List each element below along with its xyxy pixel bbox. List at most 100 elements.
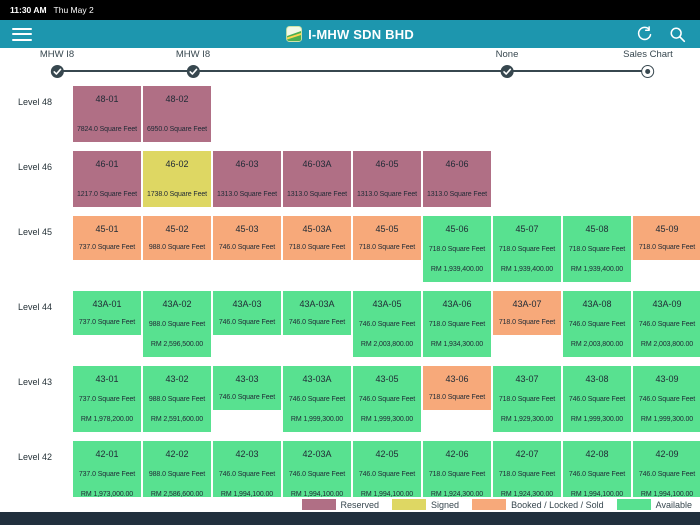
unit-cell-43-03[interactable]: 43-03 746.0 Square Feet [213,366,281,410]
status-bar: 11:30 AM Thu May 2 [0,0,700,20]
unit-cell-46-06[interactable]: 46-06 1313.0 Square Feet [423,151,491,207]
unit-number: 46-05 [375,159,399,169]
unit-cell-42-09[interactable]: 42-09 746.0 Square Feet RM 1,994,100.00 [633,441,700,507]
unit-cell-46-05[interactable]: 46-05 1313.0 Square Feet [353,151,421,207]
level-label: Level 44 [18,302,53,312]
header-actions [635,25,686,43]
unit-area: 1313.0 Square Feet [356,191,418,198]
unit-cell-42-03A[interactable]: 42-03A 746.0 Square Feet RM 1,994,100.00 [283,441,351,507]
unit-cell-45-02[interactable]: 45-02 988.0 Square Feet [143,216,211,260]
unit-cell-45-06[interactable]: 45-06 718.0 Square Feet RM 1,939,400.00 [423,216,491,282]
unit-area: 718.0 Square Feet [358,244,416,251]
unit-area: 1313.0 Square Feet [216,191,278,198]
stepper-step-3[interactable]: None [496,49,518,78]
unit-cell-43A-02[interactable]: 43A-02 988.0 Square Feet RM 2,596,500.00 [143,291,211,357]
unit-number: 42-06 [445,449,469,459]
unit-cells: 43A-01 737.0 Square Feet 43A-02 988.0 Squar… [73,291,700,357]
unit-cell-43A-09[interactable]: 43A-09 746.0 Square Feet RM 2,003,800.00 [633,291,700,357]
unit-price: RM 1,924,300.00 [500,491,554,498]
stepper: MHW I8 MHW I8 None Sales Chart [0,48,700,81]
unit-number: 43A-08 [582,299,612,309]
unit-cell-43A-08[interactable]: 43A-08 746.0 Square Feet RM 2,003,800.00 [563,291,631,357]
unit-cell-45-01[interactable]: 45-01 737.0 Square Feet [73,216,141,260]
unit-area: 718.0 Square Feet [498,319,556,326]
step-check-icon [500,65,514,78]
app-logo-icon [286,26,303,42]
level-row: Level 48 48-01 7824.0 Square Feet 48-02 6950… [0,86,700,142]
unit-price: RM 1,978,200.00 [80,416,134,423]
unit-cell-46-03[interactable]: 46-03 1313.0 Square Feet [213,151,281,207]
unit-cell-42-08[interactable]: 42-08 746.0 Square Feet RM 1,994,100.00 [563,441,631,507]
unit-number: 43A-03A [299,299,335,309]
unit-number: 43-07 [515,374,539,384]
stepper-step-label: MHW I8 [39,49,75,60]
unit-cell-43A-06[interactable]: 43A-06 718.0 Square Feet RM 1,934,300.00 [423,291,491,357]
unit-cell-43-01[interactable]: 43-01 737.0 Square Feet RM 1,978,200.00 [73,366,141,432]
unit-cell-42-06[interactable]: 42-06 718.0 Square Feet RM 1,924,300.00 [423,441,491,507]
unit-area: 746.0 Square Feet [568,321,626,328]
unit-cell-46-02[interactable]: 46-02 1738.0 Square Feet [143,151,211,207]
legend-swatch [472,499,507,510]
unit-price: RM 1,999,300.00 [570,416,624,423]
unit-cell-43A-05[interactable]: 43A-05 746.0 Square Feet RM 2,003,800.00 [353,291,421,357]
unit-price: RM 2,003,800.00 [570,341,624,348]
unit-cell-45-07[interactable]: 45-07 718.0 Square Feet RM 1,939,400.00 [493,216,561,282]
unit-price: RM 2,586,600.00 [150,491,204,498]
unit-cell-43A-03A[interactable]: 43A-03A 746.0 Square Feet [283,291,351,335]
unit-area: 988.0 Square Feet [148,244,206,251]
unit-cell-45-03A[interactable]: 45-03A 718.0 Square Feet [283,216,351,260]
unit-cell-46-03A[interactable]: 46-03A 1313.0 Square Feet [283,151,351,207]
unit-cell-43-07[interactable]: 43-07 718.0 Square Feet RM 1,929,300.00 [493,366,561,432]
unit-cell-43-05[interactable]: 43-05 746.0 Square Feet RM 1,999,300.00 [353,366,421,432]
unit-area: 718.0 Square Feet [288,244,346,251]
unit-number: 43-09 [655,374,679,384]
unit-area: 746.0 Square Feet [288,396,346,403]
unit-cell-42-01[interactable]: 42-01 737.0 Square Feet RM 1,973,000.00 [73,441,141,507]
unit-cell-43-08[interactable]: 43-08 746.0 Square Feet RM 1,999,300.00 [563,366,631,432]
unit-number: 45-03 [235,224,259,234]
unit-area: 1313.0 Square Feet [426,191,488,198]
unit-cell-42-05[interactable]: 42-05 746.0 Square Feet RM 1,994,100.00 [353,441,421,507]
legend-swatch [616,499,651,510]
unit-area: 718.0 Square Feet [568,246,626,253]
unit-cell-43-03A[interactable]: 43-03A 746.0 Square Feet RM 1,999,300.00 [283,366,351,432]
unit-cell-45-08[interactable]: 45-08 718.0 Square Feet RM 1,939,400.00 [563,216,631,282]
unit-area: 7824.0 Square Feet [76,126,138,133]
stepper-step-1[interactable]: MHW I8 [40,49,74,78]
unit-price: RM 1,999,300.00 [640,416,694,423]
unit-cell-48-02[interactable]: 48-02 6950.0 Square Feet [143,86,211,142]
unit-price: RM 1,939,400.00 [430,266,484,273]
unit-cell-42-03[interactable]: 42-03 746.0 Square Feet RM 1,994,100.00 [213,441,281,507]
unit-area: 746.0 Square Feet [218,471,276,478]
unit-cell-45-03[interactable]: 45-03 746.0 Square Feet [213,216,281,260]
unit-cell-46-01[interactable]: 46-01 1217.0 Square Feet [73,151,141,207]
level-label: Level 46 [18,162,53,172]
unit-number: 45-01 [95,224,119,234]
unit-number: 43-01 [95,374,119,384]
unit-cell-45-05[interactable]: 45-05 718.0 Square Feet [353,216,421,260]
refresh-button[interactable] [635,25,653,43]
stepper-step-2[interactable]: MHW I8 [176,49,210,78]
unit-number: 43-03A [302,374,332,384]
unit-number: 42-02 [165,449,189,459]
unit-cell-43A-03[interactable]: 43A-03 746.0 Square Feet [213,291,281,335]
stepper-step-4[interactable]: Sales Chart [623,49,673,78]
unit-cell-43-09[interactable]: 43-09 746.0 Square Feet RM 1,999,300.00 [633,366,700,432]
unit-cell-43-02[interactable]: 43-02 988.0 Square Feet RM 2,591,600.00 [143,366,211,432]
unit-cell-42-07[interactable]: 42-07 718.0 Square Feet RM 1,924,300.00 [493,441,561,507]
menu-button[interactable] [12,27,32,41]
unit-cell-43A-07[interactable]: 43A-07 718.0 Square Feet [493,291,561,335]
step-check-icon [50,65,64,78]
search-button[interactable] [668,25,686,43]
level-row: Level 42 42-01 737.0 Square Feet RM 1,973,0… [0,441,700,507]
unit-area: 746.0 Square Feet [638,471,696,478]
unit-cell-48-01[interactable]: 48-01 7824.0 Square Feet [73,86,141,142]
unit-number: 42-05 [375,449,399,459]
unit-cell-42-02[interactable]: 42-02 988.0 Square Feet RM 2,586,600.00 [143,441,211,507]
unit-cell-43-06[interactable]: 43-06 718.0 Square Feet [423,366,491,410]
unit-cell-45-09[interactable]: 45-09 718.0 Square Feet [633,216,700,260]
level-row: Level 44 43A-01 737.0 Square Feet 43A-02 988… [0,291,700,357]
unit-cell-43A-01[interactable]: 43A-01 737.0 Square Feet [73,291,141,335]
unit-number: 43-08 [585,374,609,384]
unit-area: 718.0 Square Feet [498,396,556,403]
